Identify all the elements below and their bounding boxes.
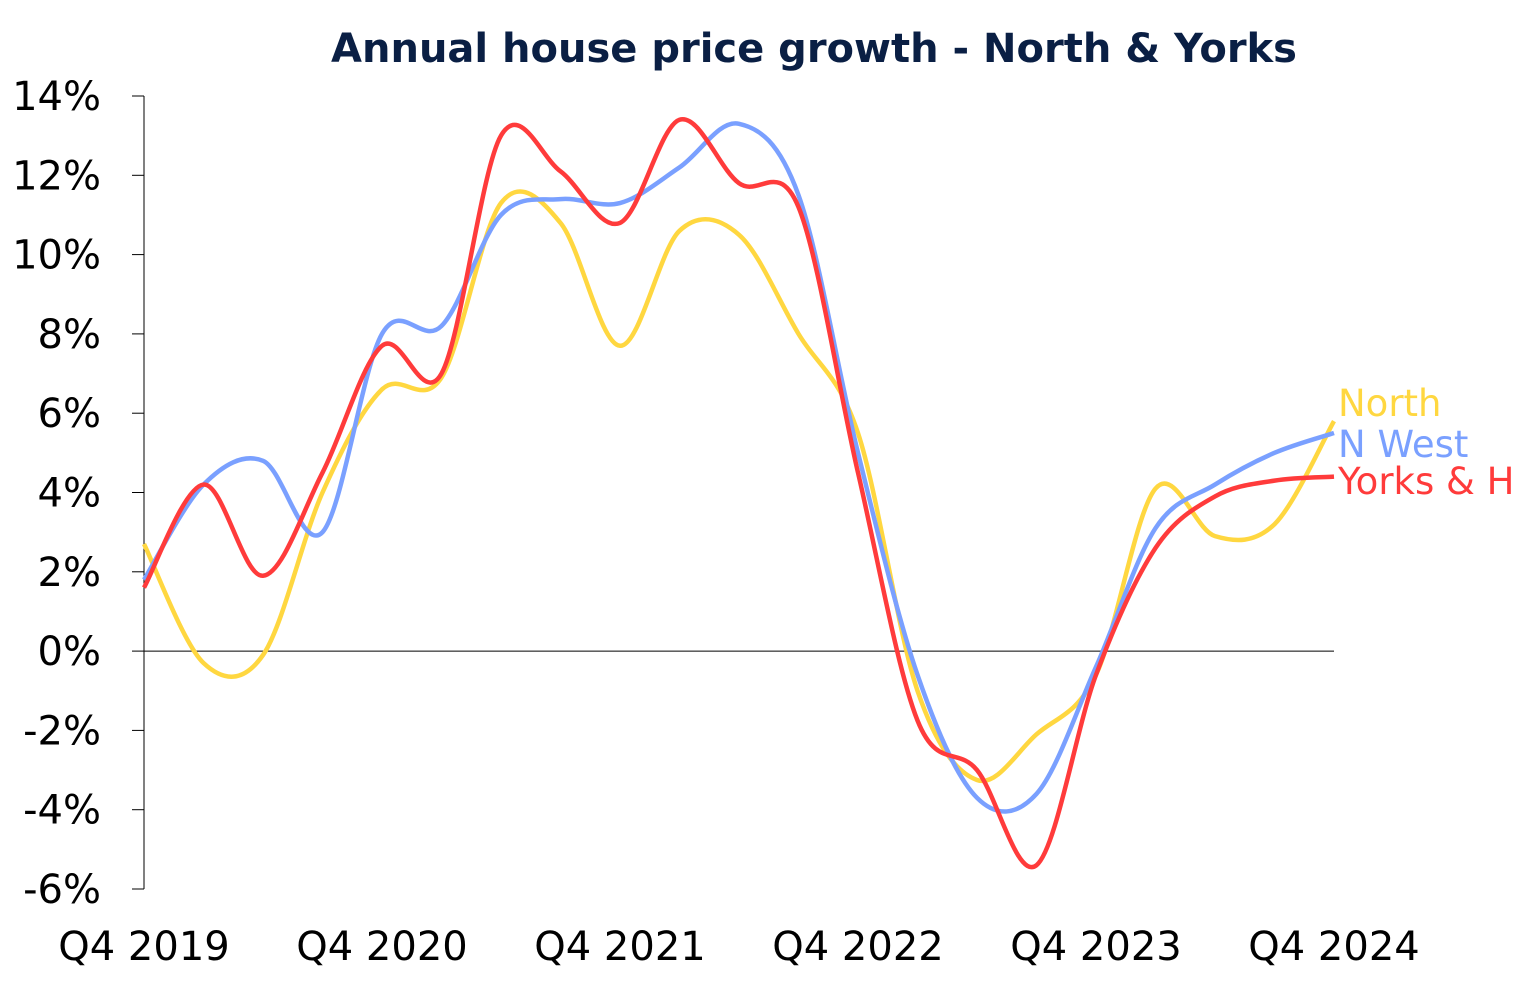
x-tick-label: Q4 2023 — [1010, 924, 1181, 970]
y-tick-label: -2% — [23, 708, 101, 754]
y-tick-label: 0% — [38, 629, 101, 675]
series-lines — [141, 117, 1336, 870]
y-tick-label: 10% — [12, 233, 101, 279]
legend-label: Yorks & H — [1337, 460, 1514, 503]
x-tick-label: Q4 2021 — [534, 924, 705, 970]
series-line-north — [141, 189, 1336, 784]
axes: -6% -4% -2% 0% 2% 4% 6% 8% 10% 12% 14% Q4 2019 Q4 20… — [12, 74, 1420, 970]
series-line-yorks-h — [142, 117, 1335, 870]
y-tick-label: 2% — [38, 550, 101, 596]
x-tick-label: Q4 2024 — [1248, 924, 1419, 970]
legend-label: N West — [1338, 423, 1468, 466]
y-tick-label: 14% — [12, 74, 101, 120]
y-tick-label: 12% — [12, 153, 101, 199]
y-tick-label: -6% — [23, 867, 101, 913]
y-tick-label: 8% — [38, 312, 101, 358]
y-tick-label: 4% — [38, 471, 101, 517]
y-tick-label: -4% — [23, 788, 101, 834]
x-tick-label: Q4 2022 — [772, 924, 943, 970]
x-tick-label: Q4 2020 — [296, 924, 467, 970]
y-tick-label: 6% — [38, 391, 101, 437]
x-tick-label: Q4 2019 — [58, 924, 229, 970]
series-line-n-west — [142, 121, 1335, 814]
chart-title: Annual house price growth - North & York… — [331, 26, 1297, 72]
legend-label: North — [1338, 382, 1441, 425]
